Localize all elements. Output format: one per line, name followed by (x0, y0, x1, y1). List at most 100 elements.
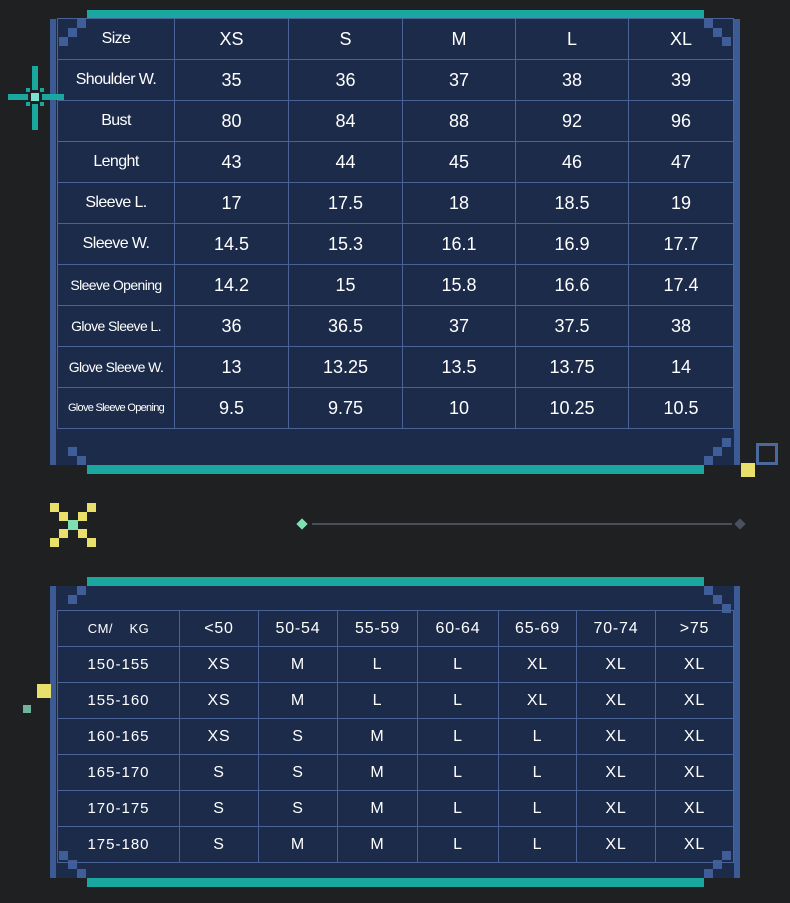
size-chart-table: Size XS S M L XL Shoulder W. 35 36 37 38… (57, 18, 734, 429)
table-cell: XL (655, 682, 734, 719)
sparkle-cross-icon (8, 66, 64, 130)
table-cell: M (258, 826, 338, 863)
table-cell: XL (655, 754, 734, 791)
table-cell: 15.8 (402, 264, 516, 306)
yellow-square-icon (741, 463, 755, 477)
table-cell: XL (655, 718, 734, 755)
bottom-panel-top-bar (87, 577, 704, 586)
table-cell: 9.5 (174, 387, 289, 429)
table-cell: 37 (402, 305, 516, 347)
table-cell: 36.5 (288, 305, 403, 347)
table-cell: 17.7 (628, 223, 734, 265)
row-label: Glove Sleeve W. (57, 346, 175, 388)
pixel-x-icon (50, 503, 96, 547)
table-cell: 47 (628, 141, 734, 183)
table-cell: 17 (174, 182, 289, 224)
corner-pixel (77, 869, 86, 878)
row-label: Bust (57, 100, 175, 142)
table-row: Sleeve W. 14.5 15.3 16.1 16.9 17.7 (57, 223, 734, 265)
table-row: Shoulder W. 35 36 37 38 39 (57, 59, 734, 101)
table-cell: M (337, 718, 418, 755)
height-label: 165-170 (57, 754, 180, 791)
bottom-panel-bottom-bar (87, 878, 704, 887)
corner-pixel (704, 456, 713, 465)
table-cell: 13.75 (515, 346, 629, 388)
table-cell: L (498, 718, 577, 755)
table-cell: 36 (288, 59, 403, 101)
table-row: 150-155 XS M L L XL XL XL (57, 646, 734, 683)
weight-header-cell: 55-59 (337, 610, 418, 647)
weight-header-row: CM/ KG <50 50-54 55-59 60-64 65-69 70-74… (57, 610, 734, 647)
corner-pixel (713, 595, 722, 604)
table-cell: 37 (402, 59, 516, 101)
table-cell: 16.6 (515, 264, 629, 306)
size-header-cell: M (402, 18, 516, 60)
table-cell: 38 (628, 305, 734, 347)
table-cell: XL (655, 646, 734, 683)
size-header-cell: XL (628, 18, 734, 60)
corner-pixel (77, 456, 86, 465)
table-cell: 38 (515, 59, 629, 101)
diamond-icon (296, 518, 308, 530)
height-unit-label: CM/ (87, 621, 114, 636)
table-cell: L (417, 826, 499, 863)
weight-header-cell: 60-64 (417, 610, 499, 647)
height-label: 150-155 (57, 646, 180, 683)
table-cell: L (337, 646, 418, 683)
table-cell: XL (576, 682, 656, 719)
table-cell: XL (655, 790, 734, 827)
table-cell: 17.5 (288, 182, 403, 224)
table-cell: 39 (628, 59, 734, 101)
table-cell: 88 (402, 100, 516, 142)
table-row: Glove Sleeve W. 13 13.25 13.5 13.75 14 (57, 346, 734, 388)
weight-header-cell: 65-69 (498, 610, 577, 647)
row-label: Sleeve L. (57, 182, 175, 224)
table-cell: 10.25 (515, 387, 629, 429)
table-cell: L (417, 790, 499, 827)
corner-pixel (704, 869, 713, 878)
size-header-cell: XS (174, 18, 289, 60)
table-cell: 13 (174, 346, 289, 388)
table-cell: XL (576, 718, 656, 755)
table-cell: L (417, 754, 499, 791)
height-label: 170-175 (57, 790, 180, 827)
corner-pixel (722, 604, 731, 613)
yellow-square-icon (37, 684, 51, 698)
table-cell: 84 (288, 100, 403, 142)
table-cell: XL (655, 826, 734, 863)
table-row: Sleeve Opening 14.2 15 15.8 16.6 17.4 (57, 264, 734, 306)
table-cell: 36 (174, 305, 289, 347)
table-cell: 96 (628, 100, 734, 142)
table-cell: XL (576, 754, 656, 791)
table-cell: M (337, 790, 418, 827)
table-cell: M (258, 646, 338, 683)
table-cell: S (179, 754, 259, 791)
weight-unit-label: KG (129, 621, 150, 636)
divider-line (312, 523, 732, 525)
table-row: Bust 80 84 88 92 96 (57, 100, 734, 142)
table-cell: M (258, 682, 338, 719)
top-panel-top-bar (87, 10, 704, 19)
table-cell: L (417, 718, 499, 755)
table-cell: 19 (628, 182, 734, 224)
table-cell: 14 (628, 346, 734, 388)
table-cell: 17.4 (628, 264, 734, 306)
weight-header-cell: 50-54 (258, 610, 338, 647)
corner-pixel (68, 595, 77, 604)
diamond-icon (734, 518, 746, 530)
table-cell: 13.5 (402, 346, 516, 388)
table-cell: M (337, 754, 418, 791)
weight-header-cell: <50 (179, 610, 259, 647)
table-cell: M (337, 826, 418, 863)
row-label: Shoulder W. (57, 59, 175, 101)
weight-header-cell: >75 (655, 610, 734, 647)
table-cell: 16.9 (515, 223, 629, 265)
height-label: 175-180 (57, 826, 180, 863)
table-cell: S (179, 790, 259, 827)
table-cell: XS (179, 646, 259, 683)
size-header-cell: Size (57, 18, 175, 60)
teal-square-icon (23, 705, 31, 713)
table-cell: 18.5 (515, 182, 629, 224)
table-cell: L (498, 790, 577, 827)
weight-header-cell: 70-74 (576, 610, 656, 647)
